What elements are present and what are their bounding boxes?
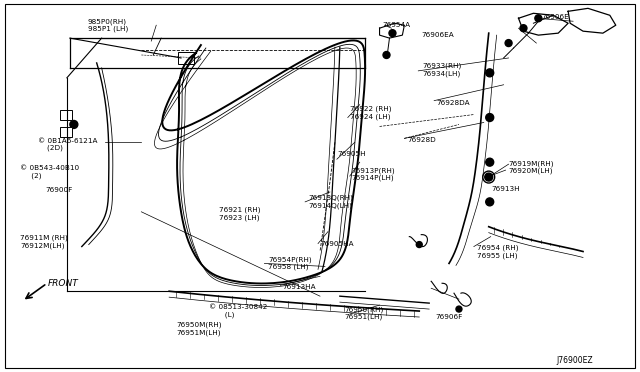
Text: 76954 (RH)
76955 (LH): 76954 (RH) 76955 (LH) (477, 244, 518, 259)
Text: 76913HA: 76913HA (282, 284, 316, 290)
Text: © 0B1A6-6121A
    (2D): © 0B1A6-6121A (2D) (38, 138, 98, 151)
Text: 76906E: 76906E (541, 14, 569, 20)
Text: 76900F: 76900F (45, 187, 72, 193)
Text: 76913P(RH)
76914P(LH): 76913P(RH) 76914P(LH) (352, 167, 396, 181)
Bar (60, 110, 72, 119)
Text: 76950M(RH)
76951M(LH): 76950M(RH) 76951M(LH) (176, 322, 221, 336)
Circle shape (505, 39, 512, 46)
Circle shape (486, 158, 493, 166)
Circle shape (383, 51, 390, 58)
Circle shape (456, 306, 462, 312)
Circle shape (486, 198, 493, 206)
Text: 76954A: 76954A (383, 22, 411, 28)
Text: 76905HA: 76905HA (320, 241, 354, 247)
Circle shape (486, 69, 493, 77)
Bar (60, 128, 72, 137)
Text: 985P0(RH)
985P1 (LH): 985P0(RH) 985P1 (LH) (88, 18, 128, 32)
Text: 76913H: 76913H (492, 186, 520, 192)
Circle shape (486, 113, 493, 122)
Circle shape (70, 121, 78, 128)
Text: 76954P(RH)
76958 (LH): 76954P(RH) 76958 (LH) (268, 256, 312, 270)
Text: 76933(RH)
76934(LH): 76933(RH) 76934(LH) (422, 63, 461, 77)
Text: 76950(RH)
76951(LH): 76950(RH) 76951(LH) (345, 306, 384, 320)
Text: 76905H: 76905H (338, 151, 367, 157)
Circle shape (535, 15, 542, 22)
Text: © 0B543-40B10
     (2): © 0B543-40B10 (2) (20, 166, 79, 179)
Circle shape (416, 241, 422, 247)
Bar (178, 52, 194, 64)
Text: 76928DA: 76928DA (436, 100, 470, 106)
Text: 76919M(RH)
76920M(LH): 76919M(RH) 76920M(LH) (509, 160, 554, 174)
Text: © 08513-30842
       (L): © 08513-30842 (L) (209, 304, 268, 318)
Circle shape (520, 25, 527, 32)
Circle shape (389, 30, 396, 36)
Text: FRONT: FRONT (48, 279, 79, 288)
Text: 76913Q(RH)
76914Q(LH): 76913Q(RH) 76914Q(LH) (308, 195, 353, 209)
Circle shape (484, 173, 493, 181)
Text: 76906EA: 76906EA (421, 32, 454, 38)
Text: 76928D: 76928D (407, 137, 436, 143)
Text: 76911M (RH)
76912M(LH): 76911M (RH) 76912M(LH) (20, 235, 68, 248)
Text: J76900EZ: J76900EZ (556, 356, 593, 365)
Text: 76906F: 76906F (435, 314, 462, 320)
Text: 76922 (RH)
76924 (LH): 76922 (RH) 76924 (LH) (350, 106, 391, 119)
Text: 76921 (RH)
76923 (LH): 76921 (RH) 76923 (LH) (219, 207, 260, 221)
